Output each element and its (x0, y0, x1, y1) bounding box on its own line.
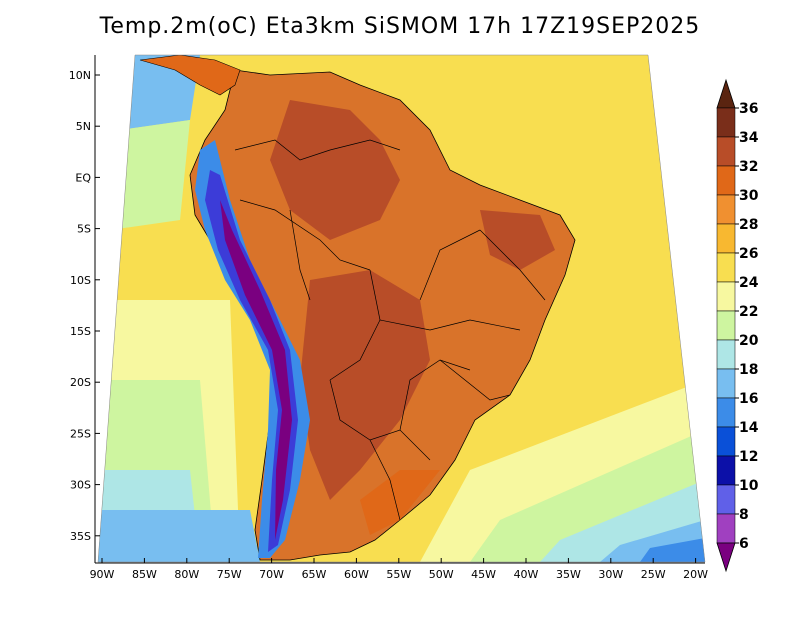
colorbar-label: 12 (739, 449, 758, 465)
lon-tick-label: 25W (641, 568, 666, 581)
colorbar-label: 20 (739, 333, 759, 349)
colorbar-label: 24 (739, 275, 759, 291)
colorbar-segment (716, 136, 736, 167)
lon-tick-label: 90W (90, 568, 115, 581)
lat-tick-label: 10S (70, 274, 91, 287)
colorbar-segment (716, 165, 736, 196)
lon-tick-label: 45W (471, 568, 496, 581)
lon-tick-label: 75W (217, 568, 242, 581)
colorbar-label: 14 (739, 420, 759, 436)
lat-tick-label: 5S (77, 223, 91, 236)
lat-tick-label: 30S (70, 479, 91, 492)
lon-tick-label: 55W (386, 568, 411, 581)
lat-tick-label: 25S (70, 427, 91, 440)
lon-tick-label: 35W (556, 568, 581, 581)
colorbar-label: 26 (739, 246, 758, 262)
lon-tick-label: 85W (132, 568, 157, 581)
colorbar-label: 8 (739, 507, 749, 523)
map-title: Temp.2m(oC) Eta3km SiSMOM 17h 17Z19SEP20… (99, 14, 701, 39)
longitude-ticks: 90W 85W 80W 75W 70W 65W 60W 55W 50W 45W 40W 35W 30W 2… (90, 558, 708, 581)
lon-tick-label: 80W (174, 568, 199, 581)
colorbar-segment (716, 252, 736, 283)
lon-tick-label: 30W (598, 568, 623, 581)
colorbar-label: 30 (739, 188, 759, 204)
colorbar-segment (716, 484, 736, 515)
colorbar-segment (716, 310, 736, 341)
colorbar-segment (716, 397, 736, 428)
lat-tick-label: 5N (76, 120, 91, 133)
lon-tick-label: 40W (514, 568, 539, 581)
colorbar-segment (716, 368, 736, 399)
lon-tick-label: 65W (302, 568, 327, 581)
latitude-ticks: 10N 5N EQ 5S 10S 15S 20S 25S 30S 35S (69, 69, 100, 543)
colorbar-label: 32 (739, 159, 758, 175)
colorbar-segment (716, 194, 736, 225)
lon-tick-label: 60W (344, 568, 369, 581)
borders (234, 139, 546, 521)
lat-tick-label: EQ (75, 171, 91, 184)
lat-tick-label: 10N (69, 69, 91, 82)
colorbar-segment (716, 223, 736, 254)
colorbar-label: 16 (739, 391, 758, 407)
colorbar-segment (716, 513, 736, 544)
colorbar-segment (716, 426, 736, 457)
lat-tick-label: 35S (70, 530, 91, 543)
colorbar-label: 36 (739, 101, 758, 117)
colorbar-arrow-bottom (716, 542, 736, 573)
lon-tick-label: 50W (429, 568, 454, 581)
colorbar: 6 8 10 12 14 16 18 20 22 24 26 28 30 32 34 36 (716, 78, 759, 573)
colorbar-segment (716, 339, 736, 370)
lon-tick-label: 20W (683, 568, 708, 581)
colorbar-label: 34 (739, 130, 759, 146)
lat-tick-label: 15S (70, 325, 91, 338)
land-field (139, 55, 576, 561)
colorbar-label: 6 (739, 536, 749, 552)
colorbar-segment (716, 455, 736, 486)
colorbar-label: 28 (739, 217, 758, 233)
lat-tick-label: 20S (70, 376, 91, 389)
colorbar-label: 18 (739, 362, 758, 378)
colorbar-label: 22 (739, 304, 758, 320)
lon-tick-label: 70W (259, 568, 284, 581)
colorbar-label: 10 (739, 478, 759, 494)
colorbar-arrow-top (716, 78, 736, 109)
colorbar-segment (716, 107, 736, 138)
colorbar-segment (716, 281, 736, 312)
domain-frame (97, 54, 706, 563)
